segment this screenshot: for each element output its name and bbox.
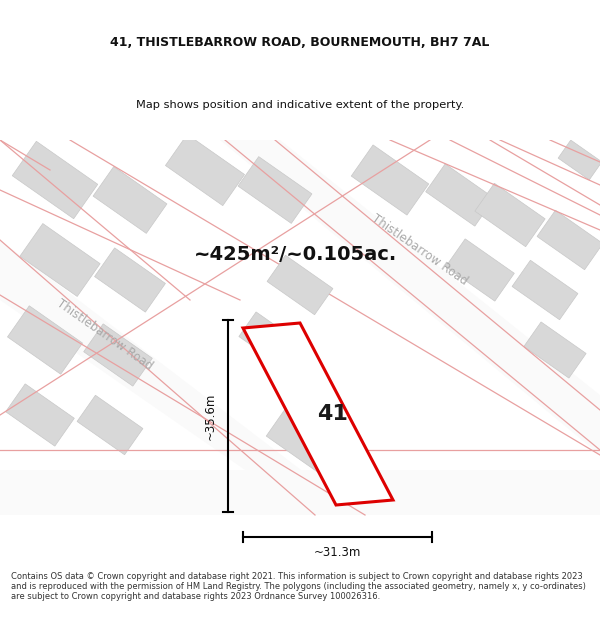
Polygon shape [537, 210, 600, 270]
Text: Thistlebarrow Road: Thistlebarrow Road [370, 212, 470, 288]
Polygon shape [166, 134, 245, 206]
Polygon shape [77, 395, 143, 455]
Polygon shape [243, 323, 393, 505]
Polygon shape [5, 384, 74, 446]
Text: Map shows position and indicative extent of the property.: Map shows position and indicative extent… [136, 100, 464, 110]
Polygon shape [95, 248, 166, 312]
Text: ~425m²/~0.105ac.: ~425m²/~0.105ac. [193, 246, 397, 264]
Text: Contains OS data © Crown copyright and database right 2021. This information is : Contains OS data © Crown copyright and d… [11, 572, 586, 601]
Polygon shape [238, 157, 312, 223]
Polygon shape [83, 324, 152, 386]
Polygon shape [0, 470, 600, 515]
Text: 41: 41 [317, 404, 349, 424]
Text: ~35.6m: ~35.6m [203, 392, 217, 440]
Polygon shape [239, 312, 301, 368]
Text: Thistlebarrow Road: Thistlebarrow Road [55, 297, 155, 373]
Polygon shape [0, 240, 360, 515]
Polygon shape [512, 260, 578, 320]
Polygon shape [351, 145, 429, 215]
Polygon shape [12, 141, 98, 219]
Polygon shape [20, 224, 100, 296]
Text: 41, THISTLEBARROW ROAD, BOURNEMOUTH, BH7 7AL: 41, THISTLEBARROW ROAD, BOURNEMOUTH, BH7… [110, 36, 490, 49]
Polygon shape [266, 405, 344, 475]
Polygon shape [558, 140, 600, 180]
Polygon shape [7, 306, 83, 374]
Polygon shape [220, 140, 600, 455]
Polygon shape [93, 167, 167, 233]
Polygon shape [475, 183, 545, 247]
Polygon shape [524, 322, 586, 378]
Polygon shape [425, 164, 494, 226]
Polygon shape [267, 255, 333, 315]
Polygon shape [446, 239, 514, 301]
Text: ~31.3m: ~31.3m [314, 546, 361, 559]
